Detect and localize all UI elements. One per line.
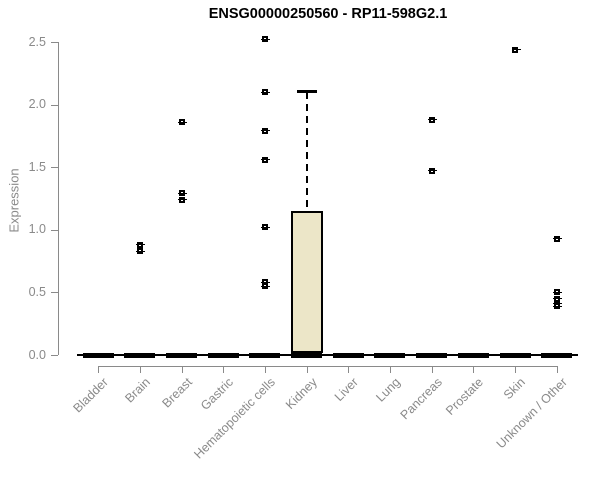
y-tick [51, 355, 58, 356]
outlier-point [261, 127, 271, 134]
outlier-point [261, 89, 271, 96]
y-tick-label: 1.5 [28, 159, 46, 174]
median-bar [291, 353, 323, 358]
median-bar [249, 353, 281, 358]
x-tick [348, 366, 350, 373]
x-tick [473, 366, 475, 373]
x-axis-line [98, 366, 557, 367]
outlier-point [178, 119, 188, 126]
y-tick [51, 167, 58, 169]
x-tick [515, 366, 516, 373]
median-bar [82, 353, 114, 358]
box [290, 211, 323, 353]
median-bar [499, 353, 531, 358]
outlier-point-crossline [261, 38, 271, 40]
y-tick [51, 42, 58, 43]
x-tick [389, 366, 391, 373]
x-tick [306, 366, 308, 373]
outlier-point [178, 196, 188, 203]
outlier-point-crossline [511, 49, 521, 50]
x-tick [223, 366, 225, 373]
outlier-point [553, 303, 563, 310]
y-tick [51, 229, 58, 231]
outlier-point-crossline [428, 170, 438, 172]
y-tick [51, 104, 58, 106]
outlier-point-crossline [178, 199, 188, 201]
y-tick [51, 292, 58, 294]
median-bar [416, 353, 448, 358]
x-tick [181, 366, 183, 373]
outlier-point [428, 167, 438, 174]
outlier-point [261, 156, 271, 163]
y-tick-label: 0.5 [28, 284, 46, 299]
x-tick [264, 366, 266, 373]
outlier-point-crossline [178, 121, 188, 123]
outlier-point-crossline [261, 159, 271, 161]
y-tick-label: 2.5 [28, 34, 46, 49]
outlier-point [136, 241, 146, 248]
median-bar [166, 353, 198, 358]
y-axis-line [58, 42, 59, 355]
x-tick [98, 366, 100, 373]
y-tick-label: 0.0 [28, 347, 46, 362]
outlier-point [553, 235, 563, 242]
whisker-cap [296, 90, 317, 94]
y-axis-label: Expression [6, 168, 22, 233]
outlier-point [261, 224, 271, 231]
outlier-point-crossline [553, 298, 563, 300]
median-bar [457, 353, 489, 358]
outlier-point [553, 289, 563, 296]
median-bar [541, 353, 573, 358]
outlier-point [136, 248, 146, 255]
outlier-point-crossline [553, 291, 563, 293]
outlier-point [511, 46, 521, 53]
outlier-point [178, 190, 188, 197]
outlier-point-crossline [553, 305, 563, 307]
outlier-point-crossline [261, 226, 271, 228]
x-tick [431, 366, 433, 373]
outlier-point-crossline [136, 244, 146, 246]
x-tick [556, 366, 558, 373]
median-bar [332, 353, 364, 358]
median-bar [207, 353, 239, 358]
outlier-point-crossline [261, 285, 271, 287]
outlier-point-crossline [261, 91, 271, 93]
outlier-point-crossline [553, 238, 563, 240]
median-bar [124, 353, 156, 358]
median-bar [374, 353, 406, 358]
y-tick-label: 2.0 [28, 97, 46, 112]
outlier-point-crossline [261, 281, 271, 283]
outlier-point-crossline [428, 119, 438, 121]
outlier-point-crossline [136, 250, 146, 252]
outlier-point-crossline [178, 192, 188, 194]
x-tick [139, 366, 141, 373]
whisker [305, 92, 308, 212]
outlier-point [261, 36, 271, 43]
y-tick-label: 1.0 [28, 222, 46, 237]
outlier-point-crossline [261, 130, 271, 132]
outlier-point [428, 116, 438, 123]
chart-title: ENSG00000250560 - RP11-598G2.1 [208, 6, 448, 22]
outlier-point [261, 283, 271, 290]
